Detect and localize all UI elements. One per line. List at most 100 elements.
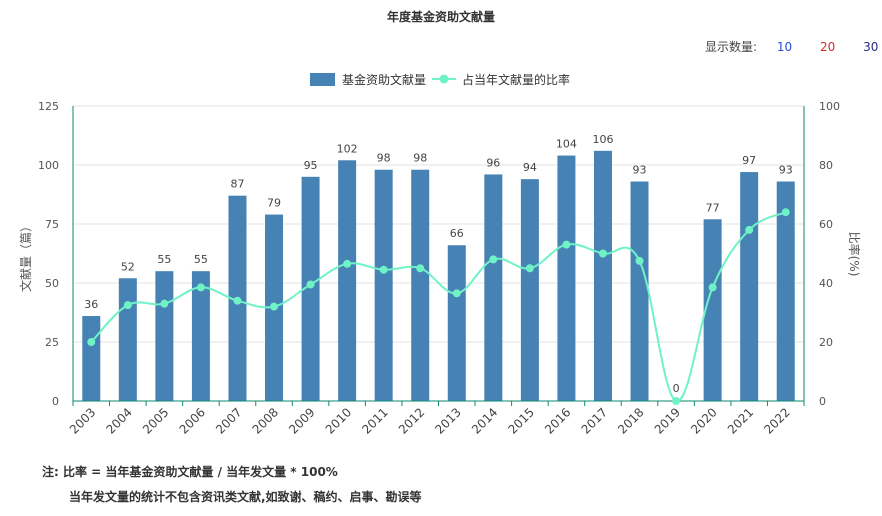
- y2-axis-title: 比率(%): [847, 232, 862, 277]
- display-count-10[interactable]: 10: [776, 40, 793, 54]
- display-count-label: 显示数量:: [705, 40, 758, 54]
- x-tick-label: 2009: [286, 405, 317, 436]
- y-tick-label: 0: [52, 395, 59, 408]
- bar[interactable]: [557, 155, 576, 401]
- bar-value-label: 98: [413, 152, 427, 165]
- legend-bar-swatch: [310, 73, 335, 86]
- ratio-point[interactable]: [598, 249, 607, 258]
- y2-tick-label: 80: [819, 159, 833, 172]
- y-tick-label: 125: [38, 100, 59, 113]
- bar[interactable]: [301, 176, 320, 401]
- x-tick-label: 2015: [505, 405, 536, 436]
- bar[interactable]: [776, 181, 795, 401]
- bar-value-label: 79: [267, 197, 281, 210]
- bar-value-label: 36: [84, 298, 98, 311]
- bar[interactable]: [118, 278, 137, 401]
- data-labels: 36 52 55 55 87 79 95 102 98 98 66 96 94 104 106 93 0 77 97…: [84, 133, 792, 395]
- bar[interactable]: [703, 219, 722, 401]
- bar-value-label: 87: [230, 178, 244, 191]
- x-tick-label: 2022: [761, 405, 792, 436]
- bar-value-label: 98: [377, 152, 391, 165]
- bar[interactable]: [338, 160, 357, 401]
- x-tick-label: 2014: [469, 405, 500, 436]
- x-tick-label: 2008: [250, 405, 281, 436]
- ratio-point[interactable]: [745, 225, 754, 234]
- bar-value-label: 55: [194, 253, 208, 266]
- bar-value-label: 66: [450, 227, 464, 240]
- x-tick-label: 2021: [725, 405, 756, 436]
- chart-title: 年度基金资助文献量: [387, 9, 495, 24]
- bar[interactable]: [374, 169, 393, 401]
- ratio-point[interactable]: [708, 283, 717, 292]
- ratio-point[interactable]: [379, 265, 388, 274]
- x-tick-label: 2018: [615, 405, 646, 436]
- x-tick-label: 2006: [177, 405, 208, 436]
- legend-line-marker: [439, 74, 449, 84]
- bar[interactable]: [520, 179, 539, 401]
- x-tick-label: 2010: [323, 405, 354, 436]
- ratio-point[interactable]: [343, 259, 352, 268]
- bar[interactable]: [411, 169, 430, 401]
- bar-value-label: 104: [556, 138, 577, 151]
- x-tick-label: 2020: [688, 405, 719, 436]
- legend-line-label: 占当年文献量的比率: [462, 72, 570, 87]
- y-axis-title: 文献量（篇）: [18, 220, 33, 292]
- bar-value-label: 93: [779, 164, 793, 177]
- bars: [82, 150, 795, 401]
- ratio-point[interactable]: [270, 302, 279, 311]
- display-count-20[interactable]: 20: [819, 40, 836, 54]
- ratio-point[interactable]: [196, 283, 205, 292]
- x-tick-label: 2013: [432, 405, 463, 436]
- ratio-point[interactable]: [416, 264, 425, 273]
- note-exclusion: 当年发文量的统计不包含资讯类文献,如致谢、稿约、启事、勘误等: [69, 490, 422, 504]
- ratio-point[interactable]: [233, 296, 242, 305]
- ratio-point[interactable]: [635, 256, 644, 265]
- y2-tick-label: 100: [819, 100, 840, 113]
- bar[interactable]: [447, 245, 466, 401]
- bar-value-label: 95: [304, 159, 318, 172]
- bar-value-label: 0: [673, 382, 680, 395]
- ratio-point[interactable]: [87, 338, 96, 346]
- bar[interactable]: [155, 271, 174, 401]
- legend[interactable]: 基金资助文献量 占当年文献量的比率: [310, 72, 570, 87]
- y2-tick-label: 40: [819, 277, 833, 290]
- ratio-point[interactable]: [672, 397, 681, 405]
- ratio-point[interactable]: [562, 240, 571, 249]
- ratio-point[interactable]: [160, 299, 169, 308]
- bar-value-label: 77: [706, 201, 720, 214]
- bar-value-label: 102: [337, 142, 358, 155]
- note-formula: 注: 比率 = 当年基金资助文献量 / 当年发文量 * 100%: [42, 465, 338, 479]
- ratio-line: [87, 208, 790, 405]
- x-tick-label: 2011: [359, 405, 390, 436]
- bar[interactable]: [82, 316, 101, 401]
- legend-bar-label: 基金资助文献量: [342, 72, 426, 87]
- x-tick-label: 2017: [579, 405, 610, 436]
- y-tick-label: 75: [45, 218, 59, 231]
- bar[interactable]: [191, 271, 210, 401]
- x-tick-label: 2003: [67, 405, 98, 436]
- x-tick-label: 2019: [652, 405, 683, 436]
- bar[interactable]: [630, 181, 649, 401]
- y2-tick-label: 60: [819, 218, 833, 231]
- display-count-30[interactable]: 30: [863, 40, 879, 54]
- ratio-point[interactable]: [525, 264, 534, 273]
- y-tick-label: 100: [38, 159, 59, 172]
- x-tick-label: 2012: [396, 405, 427, 436]
- ratio-point[interactable]: [452, 289, 461, 298]
- ratio-point[interactable]: [306, 280, 315, 289]
- bar-value-label: 106: [592, 133, 613, 146]
- bar[interactable]: [484, 174, 503, 401]
- x-tick-label: 2005: [140, 405, 171, 436]
- bar-value-label: 55: [157, 253, 171, 266]
- ratio-point[interactable]: [123, 301, 132, 310]
- x-tick-label: 2007: [213, 405, 244, 436]
- ratio-point[interactable]: [489, 255, 498, 264]
- bar[interactable]: [593, 150, 612, 401]
- y-tick-label: 25: [45, 336, 59, 349]
- ratio-point[interactable]: [781, 208, 790, 217]
- y2-tick-label: 20: [819, 336, 833, 349]
- x-tick-label: 2004: [103, 405, 134, 436]
- bar[interactable]: [740, 172, 759, 401]
- x-tick-label: 2016: [542, 405, 573, 436]
